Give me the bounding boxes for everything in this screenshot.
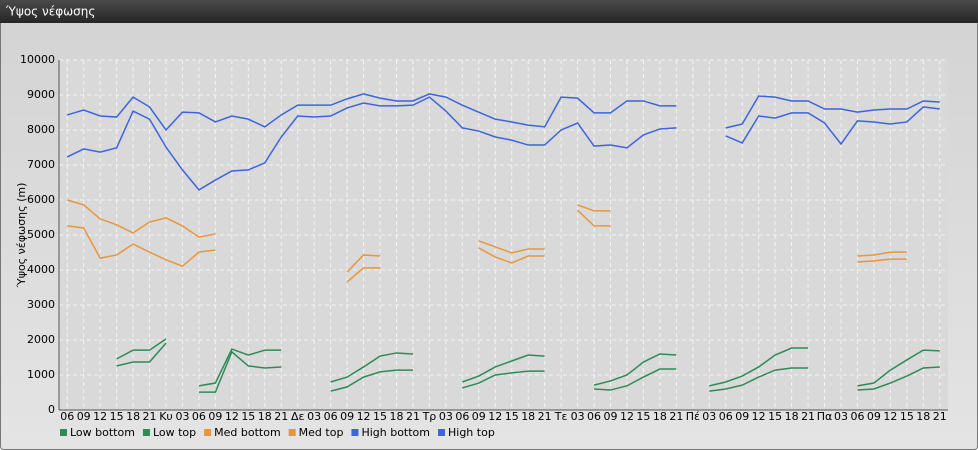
x-tick-label: Πα	[817, 410, 833, 423]
x-tick-label: 12	[225, 410, 239, 423]
x-tick-label: 18	[785, 410, 799, 423]
x-tick-label: 21	[669, 410, 683, 423]
y-tick-label: 9000	[27, 88, 55, 101]
x-tick-label: 09	[472, 410, 486, 423]
x-tick-label: 09	[867, 410, 881, 423]
x-tick-label: 12	[620, 410, 634, 423]
series-line	[116, 342, 940, 393]
x-tick-label: Δε	[291, 410, 305, 423]
x-tick-label: Τε	[554, 410, 568, 423]
x-tick-label: 09	[77, 410, 91, 423]
x-tick-label: 12	[357, 410, 371, 423]
x-tick-label: 18	[258, 410, 272, 423]
x-tick-label: 06	[192, 410, 206, 423]
y-tick-label: 5000	[27, 228, 55, 241]
title-bar	[0, 0, 978, 23]
x-tick-label: 12	[93, 410, 107, 423]
x-tick-label: Κυ	[159, 410, 173, 423]
y-tick-label: 7000	[27, 158, 55, 171]
y-tick-label: 0	[48, 403, 55, 416]
series-line	[116, 338, 940, 387]
x-tick-label: 09	[604, 410, 618, 423]
x-tick-label: 06	[719, 410, 733, 423]
x-tick-label: 18	[916, 410, 930, 423]
legend-label: High top	[448, 426, 495, 439]
window-title: Ύψος νέφωσης	[5, 5, 95, 19]
legend-swatch	[60, 429, 67, 436]
legend-label: Med top	[299, 426, 344, 439]
series-line	[67, 93, 940, 132]
x-tick-label: 15	[505, 410, 519, 423]
y-tick-label: 1000	[27, 368, 55, 381]
x-tick-label: 15	[241, 410, 255, 423]
x-tick-label: 21	[143, 410, 157, 423]
x-tick-label: 15	[373, 410, 387, 423]
legend-swatch	[288, 429, 296, 436]
x-tick-label: 15	[636, 410, 650, 423]
y-tick-label: 2000	[27, 333, 55, 346]
y-tick-label: 10000	[20, 53, 55, 66]
x-tick-label: 15	[900, 410, 914, 423]
legend-label: Low top	[153, 426, 196, 439]
x-tick-label: 18	[389, 410, 403, 423]
x-tick-label: 21	[933, 410, 947, 423]
x-tick-label: 12	[883, 410, 897, 423]
legend-label: High bottom	[361, 426, 430, 439]
series-line	[66, 96, 940, 191]
y-tick-label: 3000	[27, 298, 55, 311]
x-tick-label: 06	[60, 410, 74, 423]
x-tick-label: Τρ	[422, 410, 437, 423]
legend-label: Low bottom	[70, 426, 135, 439]
y-axis-label: Ύψος νέφωσης (m)	[15, 183, 28, 289]
x-tick-label: 12	[752, 410, 766, 423]
x-tick-label: 15	[768, 410, 782, 423]
y-tick-label: 4000	[27, 263, 55, 276]
x-tick-label: 21	[406, 410, 420, 423]
x-tick-label: 21	[538, 410, 552, 423]
x-tick-label: 09	[340, 410, 354, 423]
x-tick-label: 09	[735, 410, 749, 423]
x-tick-label: 18	[126, 410, 140, 423]
legend-swatch	[438, 429, 445, 436]
x-tick-label: 15	[110, 410, 124, 423]
legend-swatch	[142, 429, 150, 436]
x-tick-label: 18	[653, 410, 667, 423]
series-line	[67, 209, 907, 283]
x-tick-label: 06	[324, 410, 338, 423]
x-tick-label: 03	[307, 410, 321, 423]
y-tick-label: 8000	[27, 123, 55, 136]
x-tick-label: 03	[439, 410, 453, 423]
x-tick-label: 06	[455, 410, 469, 423]
series-line	[67, 199, 907, 273]
legend-swatch	[351, 429, 359, 436]
x-tick-label: 03	[175, 410, 189, 423]
x-tick-label: 18	[521, 410, 535, 423]
x-tick-label: 03	[571, 410, 585, 423]
x-tick-label: 09	[208, 410, 222, 423]
legend-label: Med bottom	[214, 426, 281, 439]
x-tick-label: 03	[834, 410, 848, 423]
x-tick-label: 12	[488, 410, 502, 423]
x-tick-label: Πέ	[686, 410, 700, 423]
x-tick-label: 21	[274, 410, 288, 423]
x-tick-label: 06	[587, 410, 601, 423]
y-tick-label: 6000	[27, 193, 55, 206]
x-tick-label: 21	[801, 410, 815, 423]
legend-swatch	[204, 429, 212, 436]
x-tick-label: 06	[850, 410, 864, 423]
x-tick-label: 03	[702, 410, 716, 423]
